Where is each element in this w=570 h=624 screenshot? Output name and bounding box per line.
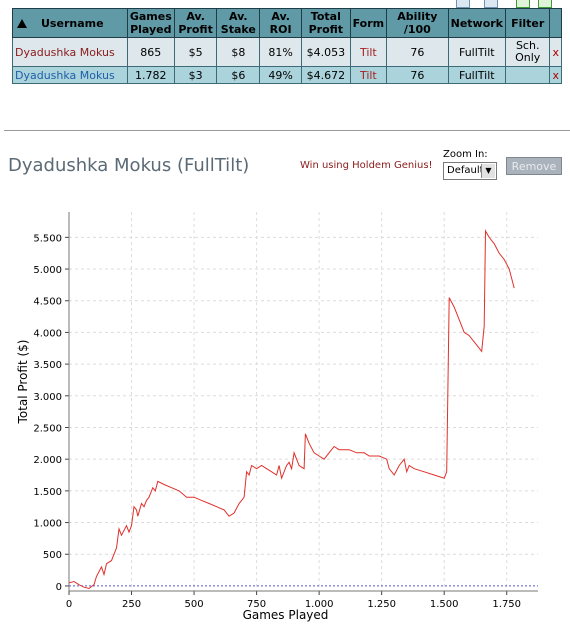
username-link[interactable]: Dyadushka Mokus: [12, 66, 128, 84]
total-profit-cell: $4.672: [301, 66, 351, 84]
x-tick-label: 750: [247, 599, 266, 610]
form-header[interactable]: Form: [349, 8, 388, 38]
profit-chart: 0 500 1.000 1.500 2.000 2.500 3.000 3.500 4.000 4…: [16, 212, 538, 622]
up-arrow-icon[interactable]: [17, 18, 27, 28]
y-tick-label: 1.500: [33, 487, 62, 498]
player-title: Dyadushka Mokus (FullTilt): [8, 155, 250, 176]
ability-header[interactable]: Ability /100: [386, 8, 449, 38]
filter-cell: Sch. Only: [504, 37, 551, 67]
x-tick-label: 250: [122, 599, 141, 610]
zoom-value: Default: [447, 165, 484, 176]
y-tick-label: 4.000: [33, 328, 62, 339]
remove-row-link[interactable]: x: [549, 66, 562, 84]
total-profit-cell: $4.053: [301, 37, 351, 67]
av-profit-cell: $3: [173, 66, 218, 84]
filter-cell: [504, 66, 551, 84]
y-tick-label: 2.500: [33, 423, 62, 434]
remove-header: [549, 8, 562, 38]
y-tick-label: 0: [56, 582, 62, 593]
form-link[interactable]: Tilt: [349, 37, 388, 67]
ability-cell: 76: [386, 37, 449, 67]
players-table: Username Games Played Av. Profit Av. Sta…: [12, 8, 562, 84]
av-profit-cell: $5: [173, 37, 218, 67]
zoom-label: Zoom In:: [443, 149, 488, 160]
total-profit-header[interactable]: Total Profit: [301, 8, 351, 38]
x-tick-label: 1.250: [367, 599, 396, 610]
x-tick-label: 500: [185, 599, 204, 610]
y-tick-label: 4.500: [33, 297, 62, 308]
x-axis-label: Games Played: [243, 608, 329, 622]
holdem-genius-link[interactable]: Win using Holdem Genius!: [300, 160, 433, 171]
toolbar-icons: [456, 0, 566, 8]
y-tick-label: 5.000: [33, 265, 62, 276]
y-tick-label: 1.000: [33, 519, 62, 530]
table-row: Dyadushka Mokus 1.782 $3 $6 49% $4.672 T…: [12, 66, 562, 84]
x-tick-label: 1.500: [430, 599, 459, 610]
profit-series-line: [68, 229, 515, 590]
remove-row-link[interactable]: x: [549, 37, 562, 67]
x-tick-label: 1.000: [305, 599, 334, 610]
x-tick-label: 1.750: [492, 599, 521, 610]
av-stake-header[interactable]: Av. Stake: [216, 8, 261, 38]
y-tick-label: 3.000: [33, 392, 62, 403]
network-cell: FullTilt: [447, 37, 507, 67]
window-icon[interactable]: [456, 0, 470, 8]
zoom-select[interactable]: Default ▼: [443, 162, 497, 180]
username-link[interactable]: Dyadushka Mokus: [12, 37, 128, 67]
av-profit-header[interactable]: Av. Profit: [173, 8, 218, 38]
export-icon[interactable]: [538, 0, 552, 8]
y-tick-label: 500: [43, 550, 62, 561]
av-stake-cell: $8: [216, 37, 261, 67]
av-roi-cell: 49%: [259, 66, 303, 84]
av-stake-cell: $6: [216, 66, 261, 84]
chevron-down-icon[interactable]: ▼: [481, 164, 495, 178]
y-tick-label: 3.500: [33, 360, 62, 371]
document-icon[interactable]: [484, 0, 498, 8]
table-row: Dyadushka Mokus 865 $5 $8 81% $4.053 Til…: [12, 37, 562, 67]
divider: [4, 130, 570, 131]
username-header[interactable]: Username: [12, 8, 128, 38]
x-tick-label: 0: [66, 599, 72, 610]
form-link[interactable]: Tilt: [349, 66, 388, 84]
av-roi-header[interactable]: Av. ROI: [259, 8, 303, 38]
network-header[interactable]: Network: [447, 8, 507, 38]
refresh-icon[interactable]: [516, 0, 530, 8]
table-header: Username Games Played Av. Profit Av. Sta…: [12, 8, 562, 38]
games-played-header[interactable]: Games Played: [126, 8, 175, 38]
network-cell: FullTilt: [447, 66, 507, 84]
games-played-cell: 865: [126, 37, 175, 67]
ability-cell: 76: [386, 66, 449, 84]
y-tick-label: 5.500: [33, 233, 62, 244]
remove-button[interactable]: Remove: [506, 157, 562, 175]
filter-header[interactable]: Filter: [504, 8, 551, 38]
av-roi-cell: 81%: [259, 37, 303, 67]
games-played-cell: 1.782: [126, 66, 175, 84]
y-axis-label: Total Profit ($): [16, 340, 30, 425]
y-tick-label: 2.000: [33, 455, 62, 466]
